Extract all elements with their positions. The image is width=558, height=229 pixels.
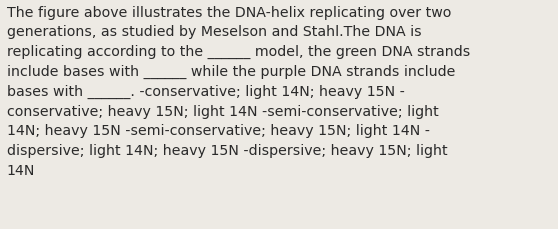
Text: The figure above illustrates the DNA-helix replicating over two
generations, as : The figure above illustrates the DNA-hel… [7,6,470,177]
